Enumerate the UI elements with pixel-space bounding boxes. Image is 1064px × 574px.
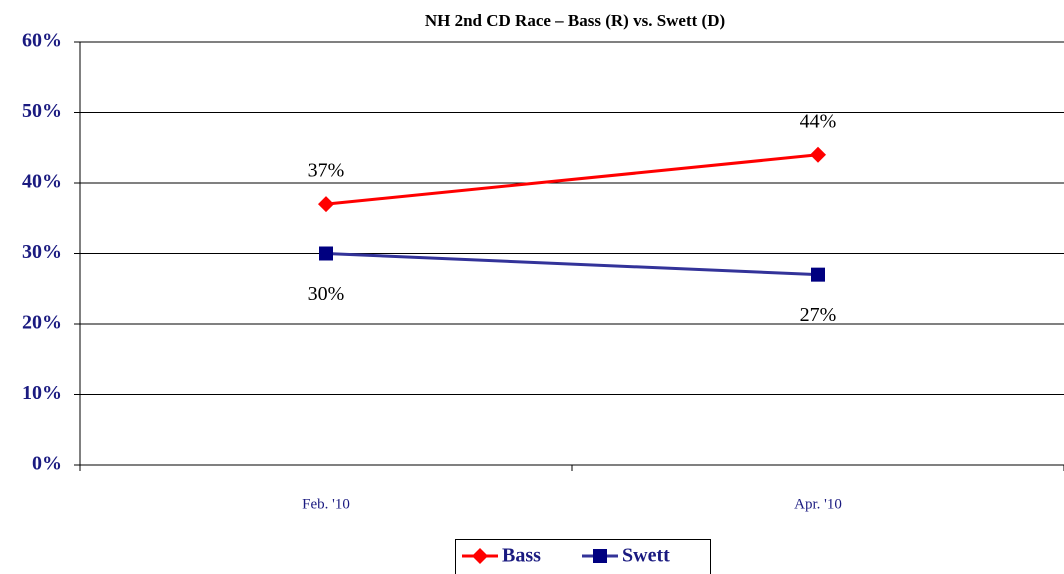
- point-marker: [318, 196, 334, 213]
- y-tick-label: 50%: [22, 100, 62, 122]
- legend-marker: [472, 548, 488, 564]
- x-tick-label: Feb. '10: [302, 496, 350, 512]
- y-tick-label: 60%: [22, 30, 62, 52]
- point-marker: [319, 246, 333, 261]
- legend-label: Bass: [502, 545, 541, 567]
- series-line: [325, 252, 819, 277]
- point-marker: [810, 146, 826, 163]
- y-tick-label: 10%: [22, 382, 62, 404]
- legend: Bass Swett: [455, 539, 711, 574]
- point-marker: [811, 267, 825, 282]
- data-label: 30%: [308, 283, 345, 305]
- data-label: 37%: [308, 160, 345, 182]
- y-tick-label: 0%: [32, 453, 62, 475]
- chart-title: NH 2nd CD Race – Bass (R) vs. Swett (D): [425, 11, 725, 30]
- legend-marker: [593, 549, 607, 563]
- x-tick-label: Apr. '10: [794, 496, 842, 512]
- data-label: 44%: [800, 110, 837, 132]
- y-tick-label: 20%: [22, 312, 62, 334]
- series-line: [325, 153, 819, 206]
- legend-label: Swett: [622, 545, 670, 567]
- y-tick-label: 40%: [22, 171, 62, 193]
- data-label: 27%: [800, 304, 837, 326]
- y-tick-label: 30%: [22, 241, 62, 263]
